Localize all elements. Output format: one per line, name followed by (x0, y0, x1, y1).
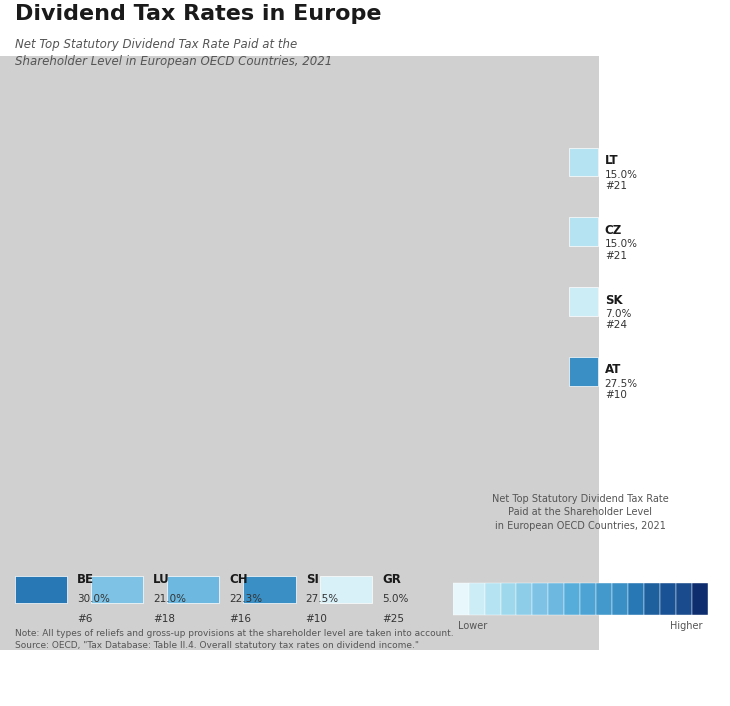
Text: #21: #21 (604, 251, 627, 261)
Bar (612, 583, 629, 615)
FancyBboxPatch shape (15, 576, 67, 603)
Text: 7.0%: 7.0% (604, 309, 631, 319)
Text: TAX FOUNDATION: TAX FOUNDATION (15, 680, 153, 693)
Text: Dividend Tax Rates in Europe: Dividend Tax Rates in Europe (15, 4, 381, 24)
Bar (564, 583, 580, 615)
Bar (676, 583, 692, 615)
Text: #25: #25 (382, 614, 404, 624)
Text: Net Top Statutory Dividend Tax Rate
Paid at the Shareholder Level
in European OE: Net Top Statutory Dividend Tax Rate Paid… (492, 494, 669, 531)
Text: 30.0%: 30.0% (77, 594, 110, 604)
FancyBboxPatch shape (569, 357, 599, 385)
Text: 21.0%: 21.0% (153, 594, 186, 604)
Text: 22.3%: 22.3% (229, 594, 263, 604)
Text: Lower: Lower (458, 621, 487, 631)
Text: 15.0%: 15.0% (604, 239, 638, 249)
Bar (501, 583, 517, 615)
Bar (660, 583, 676, 615)
Bar (629, 583, 645, 615)
Text: CH: CH (229, 573, 248, 586)
Bar (692, 583, 708, 615)
Text: 27.5%: 27.5% (604, 379, 638, 389)
Text: Higher: Higher (670, 621, 703, 631)
FancyBboxPatch shape (320, 576, 372, 603)
Text: AT: AT (604, 364, 621, 376)
FancyBboxPatch shape (569, 148, 599, 176)
Text: LT: LT (604, 154, 618, 167)
Text: @TaxFoundation: @TaxFoundation (612, 680, 715, 693)
Bar (645, 583, 660, 615)
Text: 15.0%: 15.0% (604, 169, 638, 179)
FancyBboxPatch shape (91, 576, 143, 603)
Text: 27.5%: 27.5% (306, 594, 339, 604)
Bar (453, 583, 469, 615)
Text: #18: #18 (153, 614, 175, 624)
Text: 5.0%: 5.0% (382, 594, 408, 604)
Text: SI: SI (306, 573, 318, 586)
FancyBboxPatch shape (244, 576, 296, 603)
Text: #6: #6 (77, 614, 92, 624)
Bar (580, 583, 596, 615)
Text: Net Top Statutory Dividend Tax Rate Paid at the
Shareholder Level in European OE: Net Top Statutory Dividend Tax Rate Paid… (15, 38, 332, 68)
Text: #10: #10 (306, 614, 328, 624)
Bar (517, 583, 532, 615)
Text: Note: All types of reliefs and gross-up provisions at the shareholder level are : Note: All types of reliefs and gross-up … (15, 629, 453, 650)
FancyBboxPatch shape (569, 287, 599, 316)
Text: CZ: CZ (604, 224, 622, 237)
Text: GR: GR (382, 573, 401, 586)
Text: #21: #21 (604, 181, 627, 191)
Bar (596, 583, 612, 615)
Text: BE: BE (77, 573, 94, 586)
Bar (469, 583, 485, 615)
Bar (532, 583, 548, 615)
Text: SK: SK (604, 294, 623, 306)
FancyBboxPatch shape (569, 217, 599, 246)
Bar (548, 583, 564, 615)
Text: #24: #24 (604, 321, 627, 330)
FancyBboxPatch shape (167, 576, 219, 603)
Text: #10: #10 (604, 390, 626, 400)
Bar (485, 583, 501, 615)
Text: LU: LU (153, 573, 170, 586)
Text: #16: #16 (229, 614, 251, 624)
